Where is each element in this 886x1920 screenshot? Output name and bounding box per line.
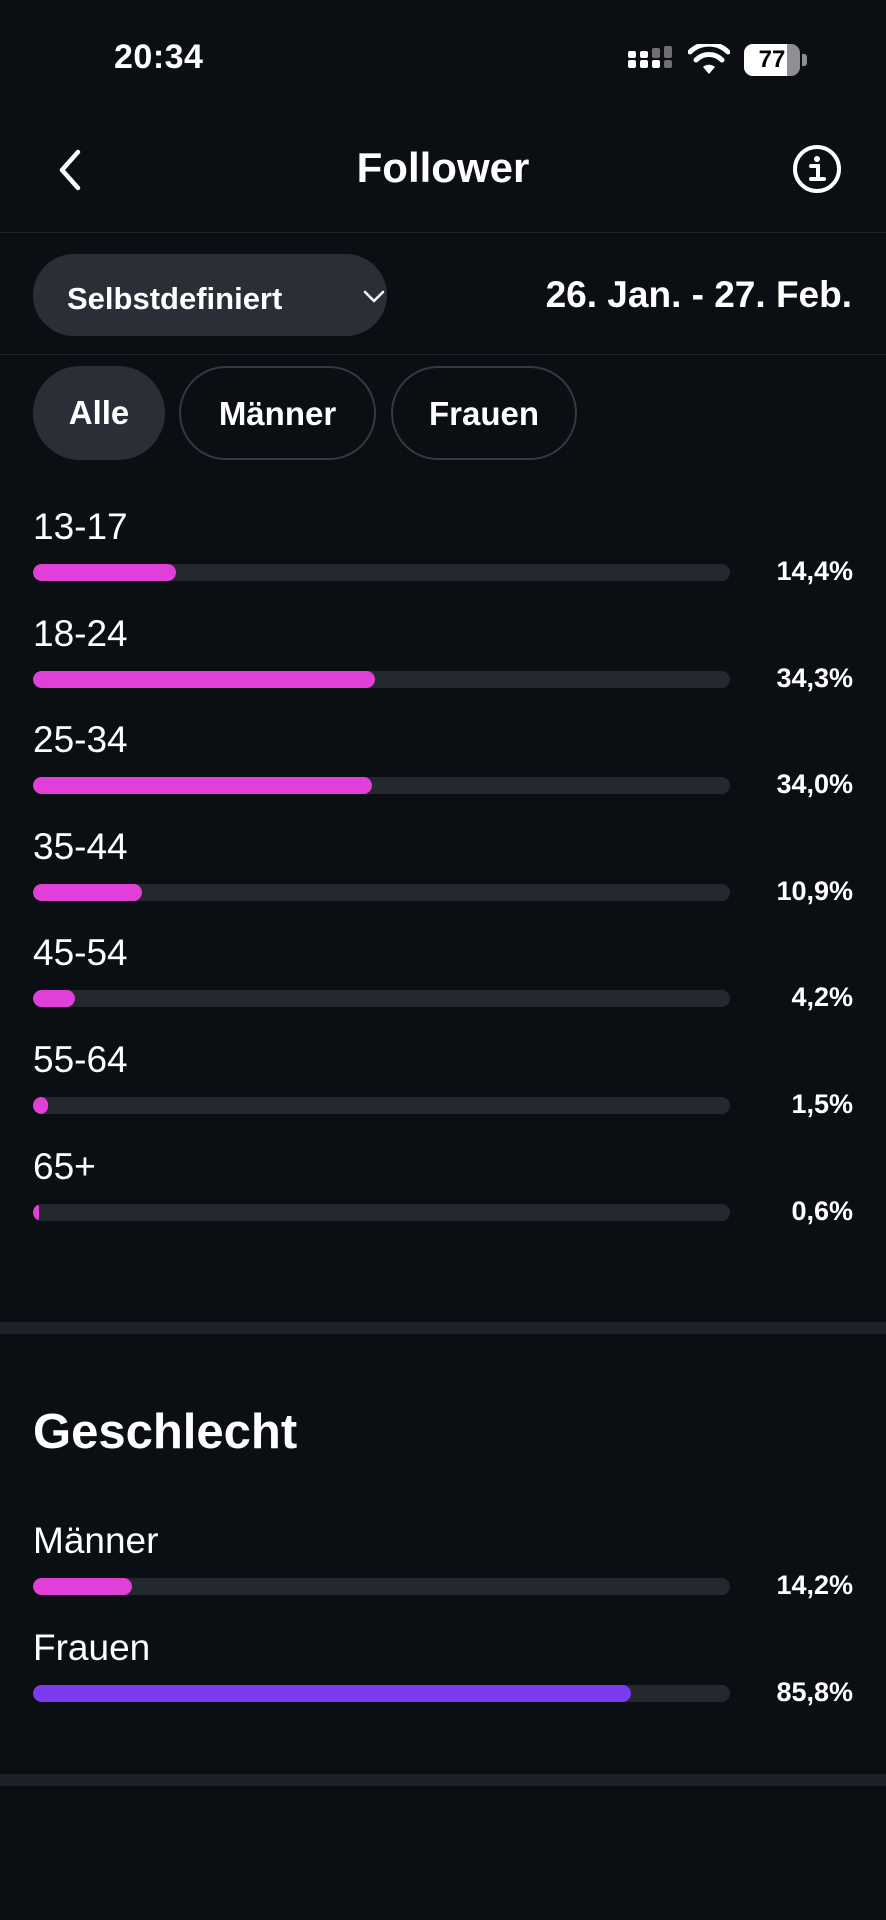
age-label: 25-34 — [33, 719, 128, 760]
age-percentage: 14,4% — [776, 556, 853, 586]
age-label: 55-64 — [33, 1039, 128, 1080]
age-bar-track — [33, 1097, 730, 1114]
gender-row-men: Männer 14,2% — [33, 1520, 853, 1620]
section-divider — [0, 1774, 886, 1786]
info-icon[interactable] — [790, 142, 844, 196]
gender-bar-track — [33, 1685, 730, 1702]
age-row: 65+ 0,6% — [33, 1146, 853, 1246]
gender-section-title: Geschlecht — [33, 1405, 298, 1459]
navigation-bar: Follower — [0, 120, 886, 233]
age-percentage: 34,3% — [776, 663, 853, 693]
wifi-icon — [688, 44, 730, 74]
age-row: 35-44 10,9% — [33, 826, 853, 926]
age-bar-track — [33, 564, 730, 581]
gender-percentage: 85,8% — [776, 1677, 853, 1707]
age-bar-track — [33, 884, 730, 901]
battery-level: 77 — [758, 46, 786, 73]
gender-percentage: 14,2% — [776, 1570, 853, 1600]
back-chevron-icon[interactable] — [44, 142, 100, 198]
gender-bar-fill-women — [33, 1685, 631, 1702]
age-label: 13-17 — [33, 506, 128, 547]
age-label: 18-24 — [33, 613, 128, 654]
range-dropdown-label: Selbstdefiniert — [67, 281, 283, 316]
age-percentage: 0,6% — [791, 1196, 853, 1226]
age-label: 65+ — [33, 1146, 96, 1187]
date-filter-row: Selbstdefiniert 26. Jan. - 27. Feb. — [0, 232, 886, 355]
age-bar-fill — [33, 990, 75, 1007]
gender-label: Frauen — [33, 1627, 151, 1668]
gender-bar-track — [33, 1578, 730, 1595]
age-bar-track — [33, 777, 730, 794]
age-bar-track — [33, 990, 730, 1007]
status-time: 20:34 — [114, 38, 204, 76]
age-bar-track — [33, 671, 730, 688]
age-bar-fill — [33, 777, 372, 794]
age-label: 45-54 — [33, 932, 128, 973]
cellular-signal-icon — [628, 46, 672, 68]
gender-bar-fill-men — [33, 1578, 132, 1595]
age-row: 25-34 34,0% — [33, 719, 853, 819]
status-bar: 20:34 77 — [0, 0, 886, 120]
section-divider — [0, 1322, 886, 1334]
battery-icon: 77 — [744, 44, 808, 76]
chevron-down-icon — [363, 290, 385, 303]
age-row: 13-17 14,4% — [33, 506, 853, 606]
age-percentage: 34,0% — [776, 769, 853, 799]
age-row: 18-24 34,3% — [33, 613, 853, 713]
gender-row-women: Frauen 85,8% — [33, 1627, 853, 1727]
age-percentage: 1,5% — [791, 1089, 853, 1119]
date-range[interactable]: 26. Jan. - 27. Feb. — [545, 274, 852, 315]
age-bar-fill — [33, 884, 142, 901]
age-percentage: 4,2% — [791, 982, 853, 1012]
page-title: Follower — [356, 144, 530, 191]
tab-frauen[interactable]: Frauen — [391, 366, 577, 460]
age-percentage: 10,9% — [776, 876, 853, 906]
age-bar-fill — [33, 564, 176, 581]
age-bar-track — [33, 1204, 730, 1221]
age-bar-fill — [33, 671, 375, 688]
age-bar-fill — [33, 1204, 39, 1221]
range-dropdown[interactable]: Selbstdefiniert — [33, 254, 387, 336]
tab-maenner[interactable]: Männer — [179, 366, 376, 460]
age-row: 45-54 4,2% — [33, 932, 853, 1032]
age-label: 35-44 — [33, 826, 128, 867]
age-bar-fill — [33, 1097, 48, 1114]
tab-alle[interactable]: Alle — [33, 366, 165, 460]
gender-label: Männer — [33, 1520, 159, 1561]
age-row: 55-64 1,5% — [33, 1039, 853, 1139]
